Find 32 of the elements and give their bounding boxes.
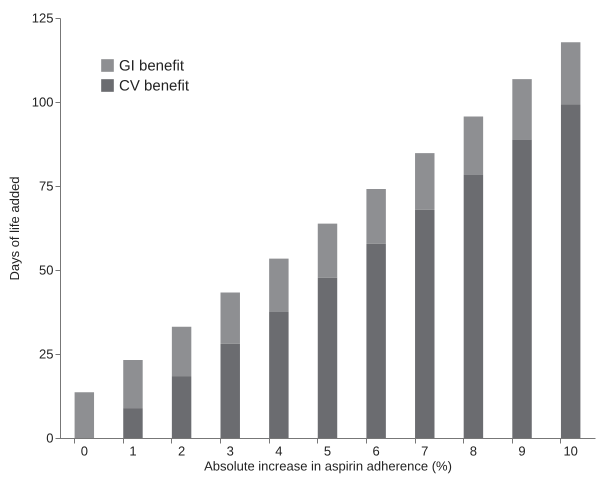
bar xyxy=(172,326,192,377)
bar xyxy=(220,292,240,344)
x-tick-label: 3 xyxy=(226,444,234,458)
y-tick-label: 25 xyxy=(39,346,54,362)
bar xyxy=(366,189,386,244)
x-tick-label: 8 xyxy=(470,444,478,458)
x-tick-label: 5 xyxy=(324,444,332,458)
bar xyxy=(512,79,532,140)
bar xyxy=(464,116,484,175)
y-tick-label: 50 xyxy=(39,262,54,278)
x-tick-label: 4 xyxy=(275,444,282,458)
y-axis-title: Days of life added xyxy=(6,176,22,281)
y-tick-label: 100 xyxy=(32,94,54,110)
bar xyxy=(269,258,289,312)
bar xyxy=(318,224,338,278)
bar xyxy=(415,153,434,210)
bar xyxy=(123,360,143,408)
bar xyxy=(560,42,580,104)
legend-label: GI benefit xyxy=(119,58,185,74)
x-tick-label: 0 xyxy=(80,444,88,458)
x-tick-label: 1 xyxy=(129,444,137,458)
x-tick-label: 9 xyxy=(518,444,526,458)
x-tick-label: 10 xyxy=(563,444,578,458)
y-tick-label: 75 xyxy=(39,178,54,194)
bar xyxy=(74,392,94,438)
y-tick-label: 125 xyxy=(32,10,54,26)
x-tick-label: 2 xyxy=(178,444,186,458)
x-tick-label: 7 xyxy=(421,444,428,458)
legend-label: CV benefit xyxy=(119,78,190,94)
y-tick-label: 0 xyxy=(46,430,54,446)
x-axis-title: Absolute increase in aspirin adherence (%) xyxy=(204,458,452,474)
x-tick-label: 6 xyxy=(372,444,380,458)
